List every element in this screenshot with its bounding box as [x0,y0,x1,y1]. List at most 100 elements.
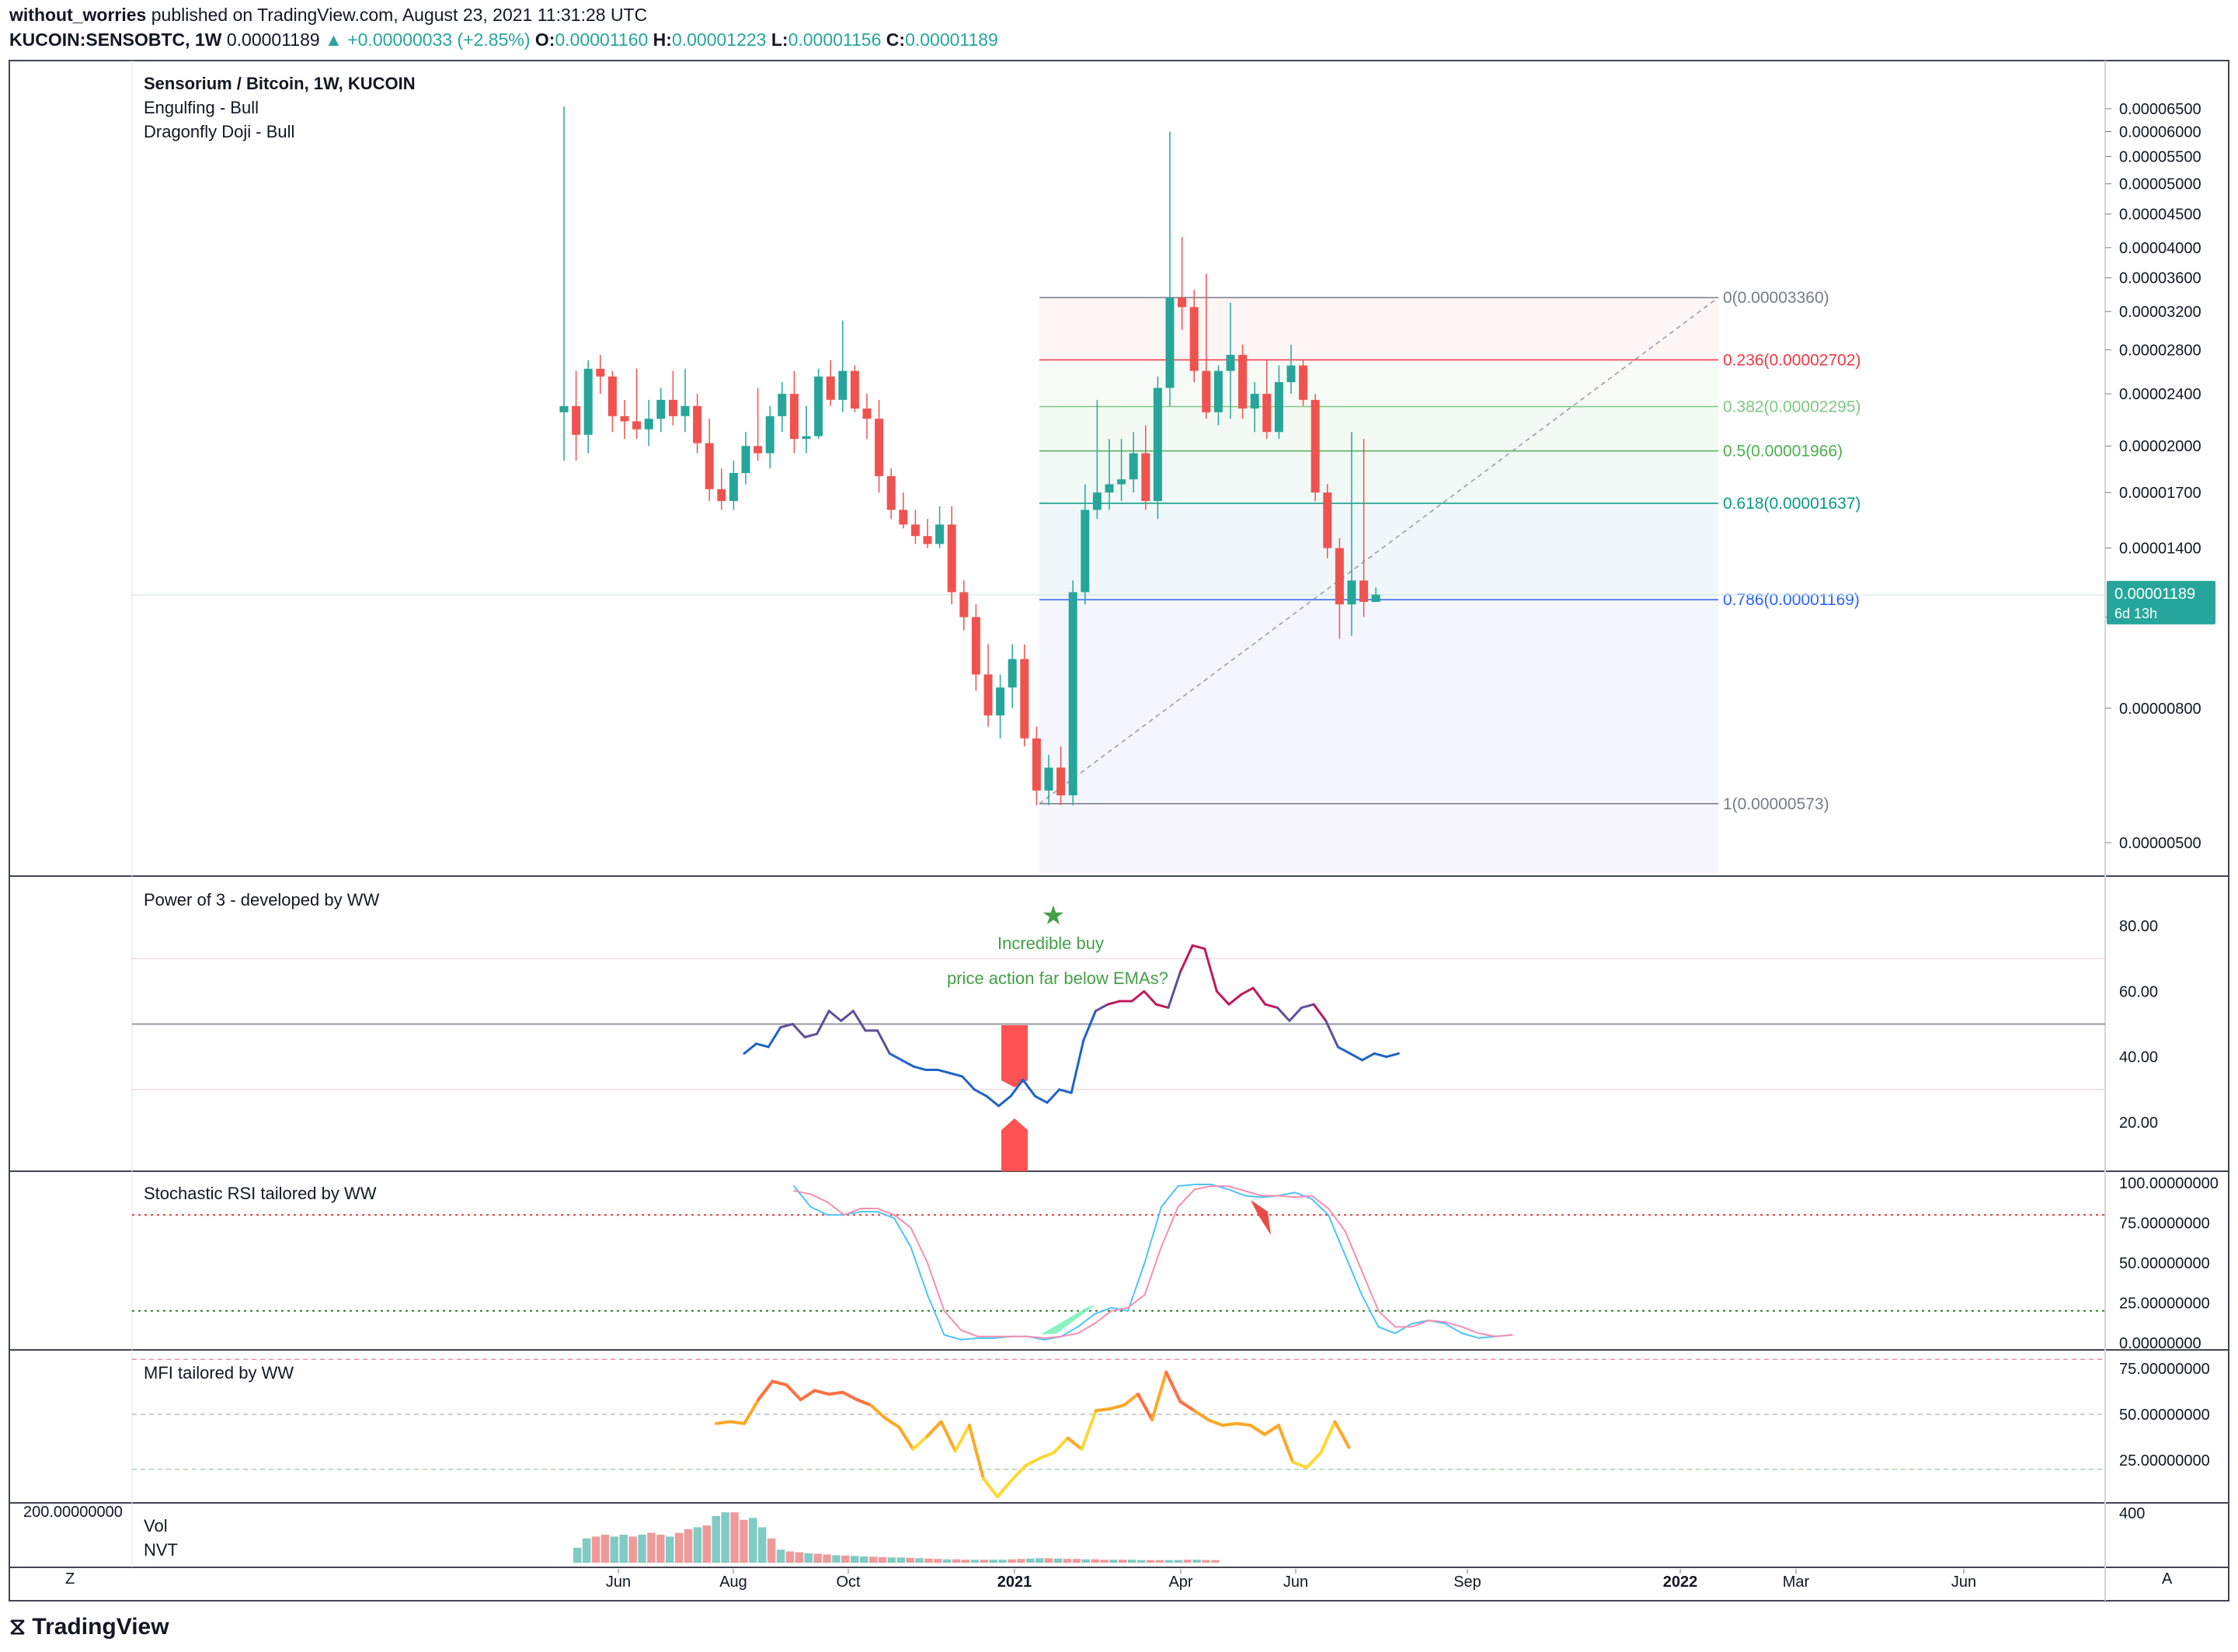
candle-body [1032,738,1041,791]
time-axis-label: Sep [1453,1574,1481,1591]
volume-bar [674,1532,684,1563]
mfi-line-segment [1248,1424,1266,1436]
candle-body [1092,492,1102,510]
stoch-d-segment [1411,1320,1429,1328]
fib-label-0: 0(0.00003360) [1723,289,1829,307]
volume-bar [610,1536,619,1563]
volume-bar [767,1538,776,1563]
candle-body [1226,354,1235,371]
volume-bar [832,1555,841,1563]
p3-line-segment [779,1023,794,1029]
volume-bar [730,1512,739,1563]
p3-axis-label: 80.00 [2119,918,2158,935]
p3-line-segment [1215,989,1230,1006]
price-axis-label: 0.00004000 [2119,240,2201,257]
fib-label-0.5: 0.5(0.00001966) [1723,443,1843,461]
p3-line-segment [1130,989,1146,1003]
candle-body [1153,388,1162,502]
stoch-d-segment [1277,1195,1296,1198]
fib-zone [1039,297,1718,360]
volume-bar [1081,1559,1090,1563]
p3-line-segment [937,1069,952,1075]
stoch-axis-label: 25.00000000 [2119,1296,2210,1313]
volume-bar [813,1553,822,1563]
author-name[interactable]: without_worries [9,5,147,25]
volume-bar [804,1553,813,1563]
p3-line-segment [1324,1019,1339,1049]
stoch-d-segment [1194,1185,1213,1191]
stoch-d-segment [1344,1229,1363,1272]
candle-body [899,510,908,525]
p3-line-segment [985,1094,1001,1108]
volume-bar [758,1527,767,1563]
time-axis-label: Jun [1951,1574,1976,1591]
p3-line-segment [876,1029,891,1055]
volume-bar [1044,1558,1053,1563]
candle-body [1105,484,1114,493]
auto-scale-a-button[interactable]: A [2162,1570,2173,1588]
open-value: 0.00001160 [555,30,649,50]
price-axis-label: 0.00003200 [2119,304,2201,321]
volume-bar [1128,1560,1136,1563]
time-axis-label: Oct [836,1574,861,1591]
volume-bar [887,1557,896,1563]
volume-bar [934,1559,942,1563]
volume-bar [924,1558,933,1563]
stoch-d-segment [910,1226,928,1264]
auto-scale-z-button[interactable]: Z [65,1570,75,1588]
time-axis-label: Aug [719,1574,747,1591]
p3-line-segment [840,1010,854,1022]
price-axis-label: 0.00002400 [2119,386,2201,403]
volume-bar [1164,1560,1174,1563]
candle-body [1081,510,1090,593]
fib-label-0.236: 0.236(0.00002702) [1723,351,1861,369]
stoch-k-segment [1377,1326,1396,1334]
volume-bar [1211,1560,1220,1563]
volume-bar [868,1556,878,1563]
volume-bar [851,1556,859,1563]
stoch-k-segment [1077,1313,1095,1328]
p3-line-segment [1264,1003,1279,1009]
candle-body [826,376,835,400]
candle-body [1165,297,1175,388]
volume-bar [915,1558,924,1563]
close-label: C: [886,30,906,50]
price-axis-label: 0.00005000 [2119,176,2201,193]
stoch-d-segment [1027,1335,1046,1339]
main-pane-title: Sensorium / Bitcoin, 1W, KUCOIN [144,74,416,93]
p3-line-segment [1179,944,1194,973]
stoch-k-segment [1361,1294,1380,1328]
stoch-d-segment [1161,1205,1179,1248]
mfi-line-segment [1333,1420,1351,1449]
p3-pane-title: Power of 3 - developed by WW [144,890,380,909]
volume-bar [1008,1559,1016,1563]
candle-body [754,446,763,454]
mfi-line-segment [1066,1436,1084,1451]
volume-bar [1100,1560,1109,1563]
stoch-d-segment [809,1193,828,1203]
vol-left-axis-label: 200.00000000 [23,1504,123,1521]
volume-bar [980,1560,989,1563]
candle-body [656,399,666,419]
p3-line-segment [1106,1000,1122,1006]
stoch-k-segment [1227,1188,1246,1197]
candle-body [789,394,799,440]
candle-body [1129,453,1138,480]
stoch-bear-cross-fill [1251,1200,1271,1235]
p3-red-marker-top [1001,1025,1028,1087]
stoch-k-segment [1060,1326,1079,1337]
candle-body [923,536,932,544]
candle-body [765,416,774,454]
time-axis-label: Apr [1168,1574,1192,1591]
candle-body [680,405,690,416]
stoch-d-segment [1077,1323,1095,1334]
candle-body [1141,453,1150,502]
fib-zone [1039,406,1718,451]
p3-line-segment [1009,1078,1025,1097]
stoch-k-segment [893,1217,912,1248]
candle-body [1189,307,1199,371]
p3-line-segment [791,1023,806,1038]
stoch-d-segment [1461,1326,1480,1334]
p3-note-emas: price action far below EMAs? [947,969,1168,988]
